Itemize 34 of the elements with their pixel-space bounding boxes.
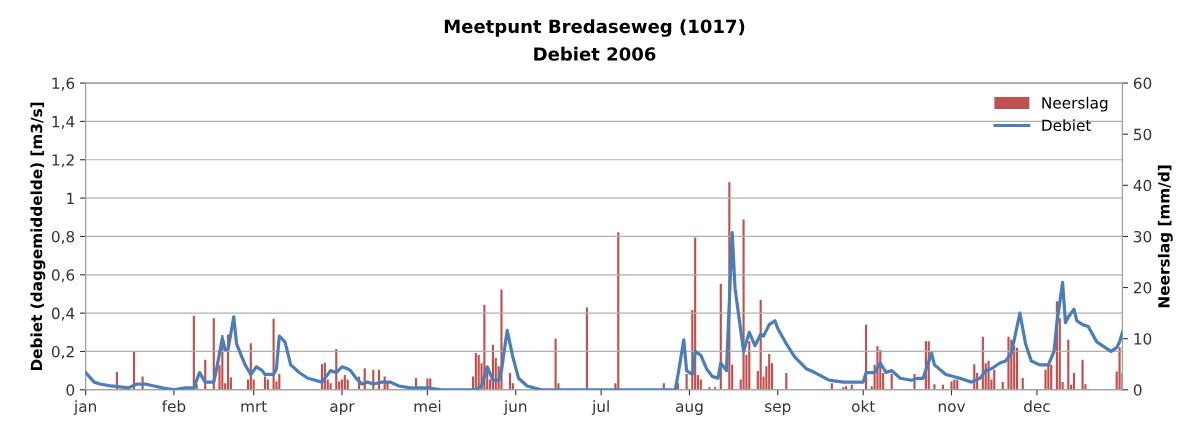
y-tick-label: 1,6 xyxy=(52,77,75,91)
y-tick-label: 1,2 xyxy=(52,154,74,168)
y2-tick-label: 10 xyxy=(1134,333,1152,345)
y-axis-title: Debiet (daggemiddelde) [m3/s] xyxy=(30,102,46,371)
x-tick-label: nov xyxy=(938,403,966,413)
x-tick-label: jan xyxy=(73,400,96,415)
x-tick-label: feb xyxy=(162,400,186,413)
x-tick-label: mei xyxy=(414,400,441,413)
y2-tick-label: 20 xyxy=(1133,282,1152,294)
y2-tick-label: 40 xyxy=(1133,179,1152,192)
y2-tick-label: 0 xyxy=(1133,384,1142,396)
y-tick-label: 1,4 xyxy=(52,116,75,129)
y-tick-label: 0 xyxy=(66,384,75,396)
y-tick-label: 0,6 xyxy=(51,269,75,283)
y2-tick-label: 30 xyxy=(1134,230,1152,243)
y2-tick-label: 60 xyxy=(1133,77,1152,90)
x-tick-label: okt xyxy=(851,400,875,413)
x-tick-label: jun xyxy=(503,400,527,415)
y-tick-label: 0,4 xyxy=(51,307,75,321)
chart-title: Meetpunt Bredaseweg (1017) xyxy=(444,19,745,37)
y2-tick-label: 50 xyxy=(1134,128,1152,141)
x-tick-label: dec xyxy=(1024,400,1050,413)
x-tick-label: apr xyxy=(330,403,355,415)
x-tick-label: sep xyxy=(765,403,791,415)
x-tick-label: aug xyxy=(676,403,703,415)
legend-label: Debiet xyxy=(1042,119,1092,132)
legend-label: Neerslag xyxy=(1042,96,1108,112)
y2-axis-title: Neerslag [mm/d] xyxy=(1157,165,1173,308)
chart-subtitle: Debiet 2006 xyxy=(534,46,656,61)
x-tick-label: jul xyxy=(591,400,609,415)
x-tick-label: mrt xyxy=(241,401,267,412)
y-tick-label: 0,8 xyxy=(51,230,75,245)
y-tick-label: 0,2 xyxy=(51,345,74,360)
y-tick-label: 1 xyxy=(67,192,74,204)
